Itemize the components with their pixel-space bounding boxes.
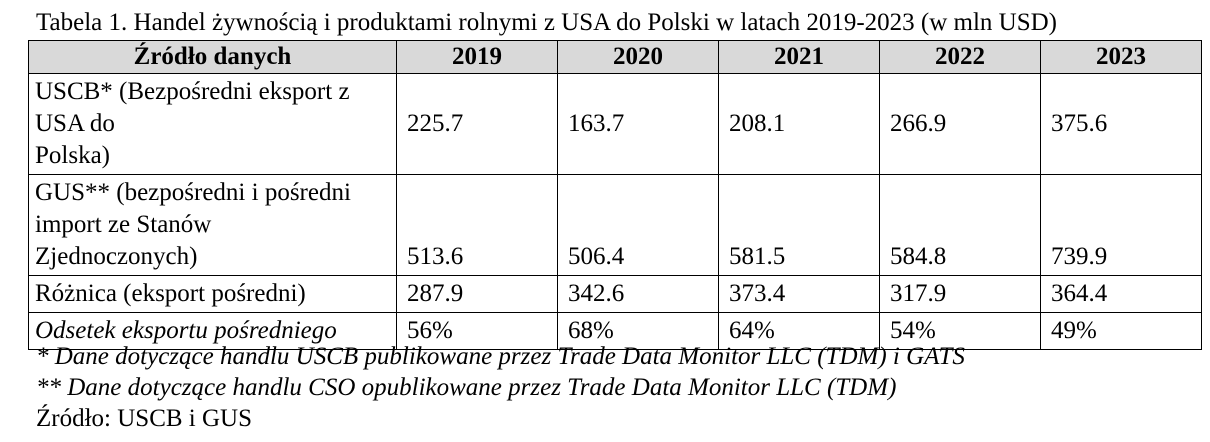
header-year-2019: 2019 — [396, 40, 558, 74]
table-header-row: Źródło danych 2019 2020 2021 2022 2023 — [28, 40, 1202, 74]
cell-value: 54% — [879, 312, 1041, 350]
header-year-2022: 2022 — [879, 40, 1041, 74]
table-row: USCB* (Bezpośredni eksport z USA do Pols… — [28, 73, 1202, 175]
row-label-line: Zjednoczonych) — [35, 243, 198, 270]
cell-value: 513.6 — [396, 174, 558, 276]
header-source: Źródło danych — [28, 40, 397, 74]
cell-value: 373.4 — [718, 275, 880, 313]
cell-value: 581.5 — [718, 174, 880, 276]
row-label-uscb: USCB* (Bezpośredni eksport z USA do Pols… — [28, 73, 397, 175]
cell-value: 506.4 — [557, 174, 719, 276]
table-row: Odsetek eksportu pośredniego 56% 68% 64%… — [28, 312, 1202, 350]
cell-value: 49% — [1040, 312, 1202, 350]
cell-value: 64% — [718, 312, 880, 350]
cell-value: 56% — [396, 312, 558, 350]
header-year-2021: 2021 — [718, 40, 880, 74]
trade-table: Źródło danych 2019 2020 2021 2022 2023 U… — [28, 40, 1202, 350]
footnote-gus: ** Dane dotyczące handlu CSO opublikowan… — [36, 374, 897, 401]
cell-value: 225.7 — [396, 73, 558, 175]
row-label-line: Polska) — [35, 142, 110, 169]
row-label-difference: Różnica (eksport pośredni) — [28, 275, 397, 313]
cell-value: 364.4 — [1040, 275, 1202, 313]
cell-value: 342.6 — [557, 275, 719, 313]
cell-value: 317.9 — [879, 275, 1041, 313]
row-label-line: USCB* (Bezpośredni eksport z — [35, 78, 350, 105]
footnote-uscb: * Dane dotyczące handlu USCB publikowane… — [36, 343, 965, 370]
row-label-line: USA do — [35, 110, 115, 137]
row-label-line: import ze Stanów — [35, 211, 212, 238]
cell-value: 584.8 — [879, 174, 1041, 276]
row-label-line: GUS** (bezpośredni i pośredni — [35, 179, 351, 206]
cell-value: 68% — [557, 312, 719, 350]
cell-value: 739.9 — [1040, 174, 1202, 276]
table-row: Różnica (eksport pośredni) 287.9 342.6 3… — [28, 275, 1202, 313]
header-year-2020: 2020 — [557, 40, 719, 74]
cell-value: 163.7 — [557, 73, 719, 175]
row-label-gus: GUS** (bezpośredni i pośredni import ze … — [28, 174, 397, 276]
header-year-2023: 2023 — [1040, 40, 1202, 74]
cell-value: 287.9 — [396, 275, 558, 313]
row-label-indirect-share: Odsetek eksportu pośredniego — [28, 312, 397, 350]
cell-value: 208.1 — [718, 73, 880, 175]
footnotes: * Dane dotyczące handlu USCB publikowane… — [36, 341, 965, 434]
table-row: GUS** (bezpośredni i pośredni import ze … — [28, 174, 1202, 276]
cell-value: 266.9 — [879, 73, 1041, 175]
table-caption: Tabela 1. Handel żywnością i produktami … — [36, 9, 1058, 36]
source-note: Źródło: USCB i GUS — [36, 405, 253, 432]
cell-value: 375.6 — [1040, 73, 1202, 175]
